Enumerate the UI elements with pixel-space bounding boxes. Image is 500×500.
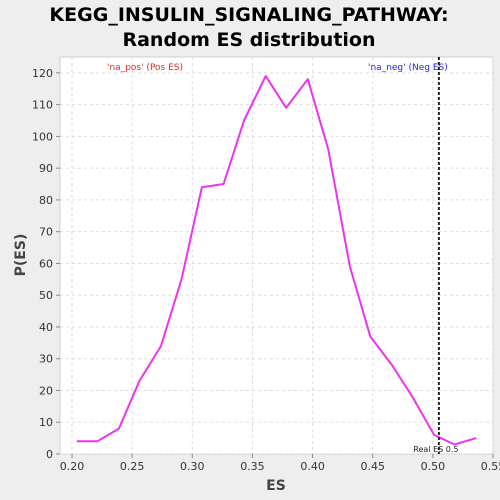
- y-axis-ticks: 0 10 20 30 40 50 60 70 80 90 100 110 120: [32, 67, 60, 461]
- y-tick-label: 110: [32, 99, 53, 112]
- x-axis-label: ES: [266, 478, 286, 494]
- y-tick-label: 20: [39, 384, 53, 397]
- pos-es-annotation: 'na_pos' (Pos ES): [107, 63, 183, 73]
- y-tick-label: 40: [39, 321, 53, 334]
- series-line: [76, 75, 477, 446]
- y-tick-label: 90: [39, 162, 53, 175]
- x-tick-label: 0.25: [120, 460, 145, 473]
- x-tick-label: 0.35: [240, 460, 265, 473]
- series-layer: [76, 75, 477, 446]
- chart-title-line2: Random ES distribution: [122, 29, 375, 51]
- y-tick-label: 10: [39, 416, 53, 429]
- y-tick-label: 0: [46, 448, 53, 461]
- plot-area: [59, 56, 494, 455]
- real-es-label: Real ES 0.5: [413, 445, 458, 454]
- y-tick-label: 70: [39, 226, 53, 239]
- y-tick-label: 80: [39, 194, 53, 207]
- y-tick-label: 60: [39, 257, 53, 270]
- y-tick-label: 30: [39, 353, 53, 366]
- y-tick-label: 120: [32, 67, 53, 80]
- x-tick-label: 0.40: [300, 460, 325, 473]
- x-tick-label: 0.45: [360, 460, 385, 473]
- neg-es-annotation: 'na_neg' (Neg ES): [368, 63, 448, 73]
- y-tick-label: 50: [39, 289, 53, 302]
- x-tick-label: 0.30: [180, 460, 205, 473]
- real-es-layer: Real ES 0.5: [413, 57, 458, 454]
- y-tick-label: 100: [32, 130, 53, 143]
- chart-title-line1: KEGG_INSULIN_SIGNALING_PATHWAY:: [49, 4, 448, 26]
- x-tick-label: 0.50: [421, 460, 446, 473]
- y-axis-label: P(ES): [13, 234, 29, 277]
- x-tick-label: 0.55: [481, 460, 500, 473]
- x-axis-ticks: 0.20 0.25 0.30 0.35 0.40 0.45 0.50 0.55: [60, 454, 500, 473]
- x-tick-label: 0.20: [60, 460, 85, 473]
